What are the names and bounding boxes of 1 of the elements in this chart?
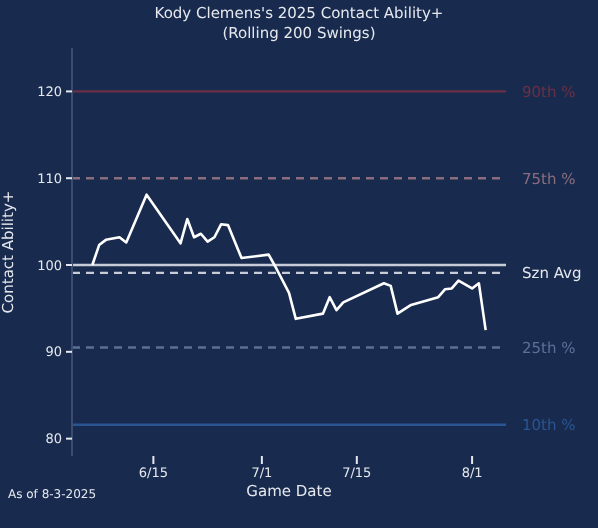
- line-series: [91, 193, 487, 332]
